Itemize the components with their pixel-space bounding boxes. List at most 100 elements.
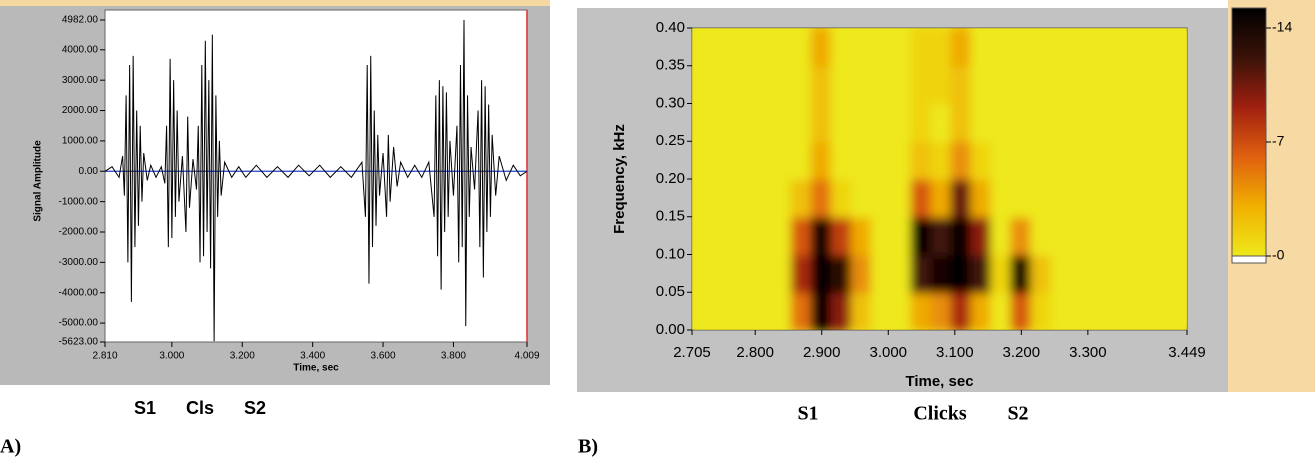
heat-cell: [770, 253, 793, 294]
heat-cell: [990, 64, 1013, 105]
heat-cell: [790, 28, 813, 67]
y-tick-label: -4000.00: [59, 287, 99, 298]
y-tick-label: 1000.00: [62, 136, 99, 147]
heat-cell: [910, 291, 933, 330]
panel-label: B): [578, 436, 598, 458]
x-tick-label: 2.800: [736, 344, 774, 361]
heat-cell: [750, 28, 773, 67]
y-tick-label: 0.05: [656, 283, 685, 300]
heat-cell: [1010, 102, 1033, 143]
heat-cell: [890, 140, 913, 180]
heat-cell: [1150, 28, 1173, 67]
heat-cell: [1150, 64, 1173, 105]
heat-cell: [692, 140, 713, 180]
x-axis-label: Time, sec: [293, 363, 339, 374]
heat-cell: [730, 253, 753, 294]
heat-cell: [1090, 140, 1113, 180]
heat-cell: [950, 102, 973, 143]
heat-cell: [750, 291, 773, 330]
y-tick-label: -1000.00: [59, 196, 99, 207]
heat-cell: [1070, 102, 1093, 143]
heat-cell: [1090, 291, 1113, 330]
colorbar-tick-label: -14: [1272, 19, 1292, 35]
heat-cell: [850, 253, 873, 294]
heat-cell: [730, 64, 753, 105]
heat-cell: [710, 64, 733, 105]
heat-cell: [730, 140, 753, 180]
colorbar-tick-label: -0: [1272, 247, 1285, 263]
heat-cell: [1150, 253, 1173, 294]
heat-cell: [970, 215, 993, 256]
y-tick-label: 0.40: [656, 19, 685, 36]
y-tick-label: 4982.00: [62, 15, 99, 26]
heat-cell: [730, 178, 753, 218]
heat-cell: [890, 178, 913, 218]
heat-cell: [1070, 253, 1093, 294]
heat-cell: [1110, 102, 1133, 143]
heat-cell: [1050, 291, 1073, 330]
heat-cell: [970, 253, 993, 294]
y-tick-label: 0.20: [656, 170, 685, 187]
frame-strip: [0, 0, 550, 6]
heat-cell: [1090, 253, 1113, 294]
heat-cell: [1130, 64, 1153, 105]
heat-cell: [850, 102, 873, 143]
x-tick-label: 2.810: [92, 351, 117, 362]
heat-cell: [850, 215, 873, 256]
heat-cell: [870, 140, 893, 180]
heat-cell: [1070, 140, 1093, 180]
y-tick-label: -2000.00: [59, 227, 99, 238]
heat-cell: [1170, 178, 1187, 218]
heat-cell: [692, 291, 713, 330]
heat-cell: [1090, 215, 1113, 256]
x-tick-label: 3.600: [371, 351, 396, 362]
annotation: S2: [244, 398, 266, 418]
colorbar-base: [1231, 255, 1267, 264]
y-tick-label: -5000.00: [59, 318, 99, 329]
heat-cell: [1170, 102, 1187, 143]
x-tick-label: 3.100: [936, 344, 974, 361]
heat-cell: [770, 291, 793, 330]
heat-cell: [710, 140, 733, 180]
heat-cell: [830, 64, 853, 105]
heat-cell: [1030, 64, 1053, 105]
y-tick-label: 0.15: [656, 208, 685, 225]
heat-cell: [730, 28, 753, 67]
annotation: S2: [1007, 403, 1028, 425]
heat-cell: [790, 291, 813, 330]
heat-cell: [692, 178, 713, 218]
heat-cell: [950, 178, 973, 218]
y-axis-label: Signal Amplitude: [33, 140, 44, 222]
y-tick-label: 0.10: [656, 245, 685, 262]
heat-cell: [790, 64, 813, 105]
heat-cell: [870, 28, 893, 67]
heat-cell: [990, 178, 1013, 218]
heat-cell: [1050, 253, 1073, 294]
heat-cell: [1170, 253, 1187, 294]
heat-cell: [730, 215, 753, 256]
heat-cell: [1010, 178, 1033, 218]
y-tick-label: 2000.00: [62, 105, 99, 116]
heat-cell: [750, 178, 773, 218]
heat-cell: [1170, 215, 1187, 256]
heat-cell: [1130, 253, 1153, 294]
heat-cell: [970, 102, 993, 143]
heat-cell: [910, 102, 933, 143]
heat-cell: [830, 253, 853, 294]
heat-cell: [870, 102, 893, 143]
heat-cell: [1030, 102, 1053, 143]
heat-cell: [810, 140, 833, 180]
heat-cell: [870, 291, 893, 330]
heat-cell: [950, 253, 973, 294]
heat-cell: [1070, 215, 1093, 256]
heat-cell: [692, 28, 713, 67]
heat-cell: [770, 102, 793, 143]
heat-cell: [692, 102, 713, 143]
heat-cell: [1030, 140, 1053, 180]
heat-cell: [790, 215, 813, 256]
x-tick-label: 2.900: [803, 344, 841, 361]
heat-cell: [910, 140, 933, 180]
heat-cell: [1030, 28, 1053, 67]
heat-cell: [830, 178, 853, 218]
